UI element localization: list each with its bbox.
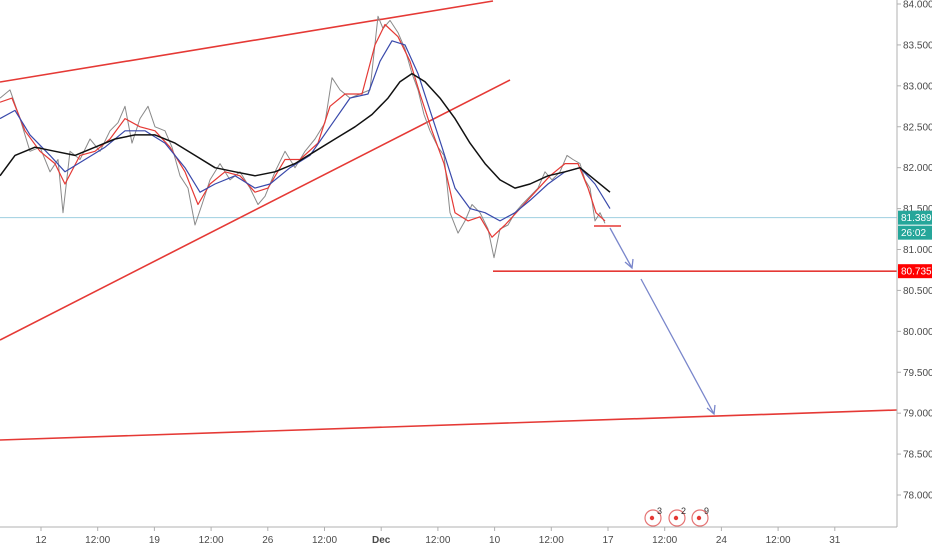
x-tick-label: 10 — [489, 535, 501, 546]
drawing-layer — [0, 0, 898, 441]
event-layer[interactable]: 3 2 9 — [644, 506, 709, 527]
x-tick-label: 12:00 — [766, 535, 791, 546]
x-tick-label: 12:00 — [425, 535, 450, 546]
target-price-tag: 80.735 — [901, 267, 932, 278]
x-tick-label: 31 — [829, 535, 841, 546]
arrowhead-1 — [624, 258, 634, 270]
y-tick-label: 79.000 — [903, 409, 932, 420]
fast-ma-line — [0, 23, 606, 238]
y-tick-label: 79.500 — [903, 368, 932, 379]
projection-arrow-1[interactable] — [609, 227, 633, 269]
y-tick-label: 78.000 — [903, 491, 932, 502]
event-marker-count: 2 — [681, 506, 686, 516]
event-marker-dot — [696, 515, 702, 521]
y-tick-label: 80.500 — [903, 286, 932, 297]
series-layer — [0, 15, 611, 259]
countdown-tag-bg — [898, 225, 932, 240]
y-tick-label: 82.500 — [903, 122, 932, 133]
event-marker-count: 3 — [657, 506, 662, 516]
x-tick-label: 12:00 — [85, 535, 110, 546]
target-price-tag-bg — [898, 264, 932, 279]
x-tick-label: 12:00 — [199, 535, 224, 546]
y-tick-label: 83.000 — [903, 81, 932, 92]
arrowhead-2 — [706, 404, 716, 416]
x-tick-label: 24 — [716, 535, 728, 546]
y-tick-label: 81.500 — [903, 204, 932, 215]
event-marker-dot — [649, 515, 655, 521]
tag-layer: 81.389 26:02 80.735 — [898, 210, 932, 279]
y-tick-label: 78.500 — [903, 450, 932, 461]
countdown-tag: 26:02 — [901, 228, 926, 239]
lower-support-line[interactable] — [0, 409, 898, 441]
price-line — [0, 15, 606, 259]
event-marker-count: 9 — [704, 506, 709, 516]
event-marker-dot — [673, 515, 679, 521]
x-tick-label: Dec — [372, 535, 391, 546]
x-tick-label: 19 — [149, 535, 161, 546]
x-tick-label: 26 — [262, 535, 274, 546]
y-tick-label: 81.000 — [903, 245, 932, 256]
x-tick-label: 12 — [35, 535, 47, 546]
rising-trendline[interactable] — [0, 79, 511, 341]
x-tick-label: 17 — [602, 535, 614, 546]
y-tick-label: 83.500 — [903, 40, 932, 51]
current-price-tag-bg — [898, 210, 932, 225]
y-tick-label: 82.000 — [903, 163, 932, 174]
x-tick-label: 12:00 — [652, 535, 677, 546]
y-tick-label: 84.000 — [903, 0, 932, 11]
x-tick-label: 12:00 — [539, 535, 564, 546]
upper-channel-line[interactable] — [0, 0, 494, 83]
y-tick-label: 80.000 — [903, 327, 932, 338]
x-tick-label: 12:00 — [312, 535, 337, 546]
projection-arrow-2[interactable] — [640, 278, 715, 415]
mid-ma-line — [0, 40, 611, 222]
slow-ma-line — [0, 72, 611, 193]
current-price-tag: 81.389 — [901, 213, 932, 224]
